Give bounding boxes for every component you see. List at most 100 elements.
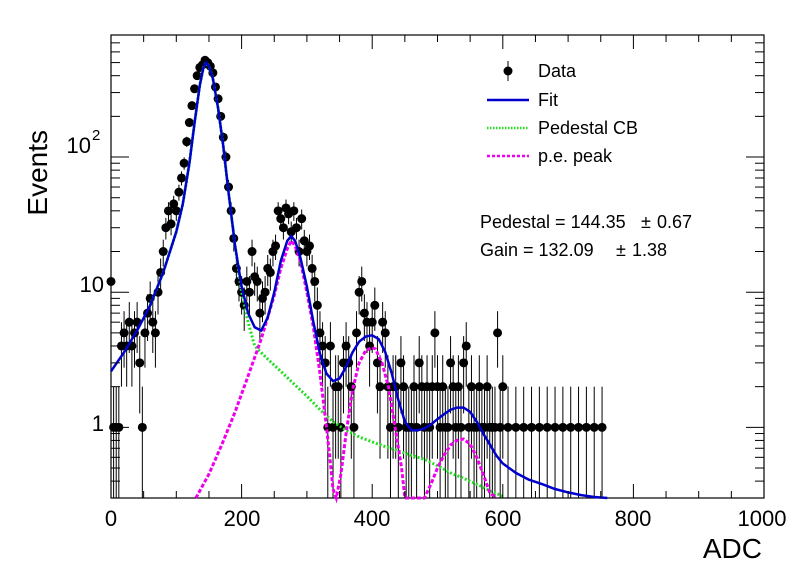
- data-point-101: [370, 300, 380, 310]
- data-point-95: [354, 287, 364, 297]
- data-point-159: [566, 422, 576, 432]
- data-point-97: [359, 308, 369, 318]
- data-point-116: [409, 382, 419, 392]
- data-point-61: [265, 267, 275, 277]
- data-point-84: [325, 341, 335, 351]
- data-point-158: [558, 422, 568, 432]
- data-point-13: [140, 328, 150, 338]
- fit-results: Pedestal = 144.35 ± 0.67 Gain = 132.09 ±…: [480, 212, 692, 260]
- data-point-127: [438, 382, 448, 392]
- data-point-53: [244, 287, 254, 297]
- data-point-70: [289, 206, 299, 216]
- pedestal-pm: ±: [641, 212, 651, 232]
- data-point-94: [352, 328, 362, 338]
- data-point-149: [495, 422, 505, 432]
- data-point-163: [597, 422, 607, 432]
- gain-value: Gain = 132.09: [480, 240, 594, 260]
- y-tick-label-1: 1: [92, 411, 104, 436]
- data-point-71: [291, 223, 301, 233]
- data-point-7: [124, 317, 134, 327]
- data-point-100: [367, 317, 377, 327]
- data-point-32: [190, 84, 200, 94]
- data-point-124: [430, 328, 440, 338]
- data-point-85: [328, 422, 338, 432]
- data-point-78: [310, 276, 320, 286]
- data-point-151: [503, 422, 513, 432]
- data-point-148: [493, 328, 503, 338]
- data-point-103: [375, 382, 385, 392]
- pedestal-cb-curve: [148, 60, 504, 498]
- y-axis-title: Events: [22, 130, 53, 216]
- fit-curve: [109, 60, 608, 500]
- gain-pm: ±: [616, 240, 626, 260]
- data-point-160: [574, 422, 584, 432]
- legend-pedestal-label: Pedestal CB: [538, 118, 638, 138]
- data-point-150: [498, 382, 508, 392]
- data-point-90: [341, 341, 351, 351]
- data-point-118: [414, 358, 424, 368]
- data-point-30: [184, 118, 194, 128]
- data-point-33: [192, 71, 202, 81]
- data-point-157: [550, 422, 560, 432]
- x-tick-label-400: 400: [354, 506, 391, 531]
- x-tick-label-600: 600: [485, 506, 522, 531]
- data-point-105: [380, 328, 390, 338]
- gain-error: 1.38: [632, 240, 667, 260]
- data-point-161: [581, 422, 591, 432]
- data-point-22: [163, 206, 173, 216]
- data-point-77: [307, 263, 317, 273]
- data-point-112: [399, 382, 409, 392]
- data-point-27: [177, 173, 187, 183]
- pe-peak-curve: [194, 237, 498, 504]
- data-point-111: [396, 358, 406, 368]
- data-point-79: [312, 300, 322, 310]
- data-point-57: [255, 308, 265, 318]
- data-point-12: [137, 422, 147, 432]
- pedestal-value: Pedestal = 144.35: [480, 212, 626, 232]
- data-point-96: [357, 276, 367, 286]
- data-point-144: [482, 382, 492, 392]
- data-point-59: [260, 287, 270, 297]
- data-point-23: [166, 219, 176, 229]
- data-point-31: [187, 101, 197, 111]
- data-point-29: [182, 137, 192, 147]
- data-point-52: [242, 276, 252, 286]
- data-point-138: [466, 382, 476, 392]
- data-point-25: [171, 206, 181, 216]
- data-point-87: [333, 382, 343, 392]
- data-point-134: [456, 422, 466, 432]
- data-point-130: [446, 358, 456, 368]
- data-point-135: [459, 358, 469, 368]
- data-point-155: [534, 422, 544, 432]
- legend-fit-label: Fit: [538, 90, 558, 110]
- data-point-5: [119, 328, 129, 338]
- data-point-64: [273, 206, 283, 216]
- data-point-129: [443, 422, 453, 432]
- data-point-76: [305, 241, 315, 251]
- x-tick-label-1000: 1000: [738, 506, 787, 531]
- data-point-141: [474, 382, 484, 392]
- data-point-66: [278, 223, 288, 233]
- data-point-20: [158, 247, 168, 257]
- x-axis-title: ADC: [703, 533, 762, 564]
- data-point-156: [542, 422, 552, 432]
- x-tick-label-200: 200: [224, 506, 261, 531]
- y-tick-label-10: 10: [80, 272, 104, 297]
- y-tick-label-100: 10: [67, 133, 91, 158]
- data-point-93: [349, 422, 359, 432]
- data-point-16: [148, 317, 158, 327]
- x-tick-label-0: 0: [105, 506, 117, 531]
- data-point-152: [511, 422, 521, 432]
- data-layer: [106, 55, 608, 504]
- data-point-63: [271, 241, 281, 251]
- data-point-0: [106, 276, 116, 286]
- legend-pe-label: p.e. peak: [538, 146, 613, 166]
- data-point-136: [461, 341, 471, 351]
- data-point-153: [519, 422, 529, 432]
- legend: Data Fit Pedestal CB p.e. peak: [487, 61, 638, 166]
- data-point-73: [297, 214, 307, 224]
- legend-data-label: Data: [538, 61, 577, 81]
- data-point-54: [247, 247, 257, 257]
- data-point-104: [378, 317, 388, 327]
